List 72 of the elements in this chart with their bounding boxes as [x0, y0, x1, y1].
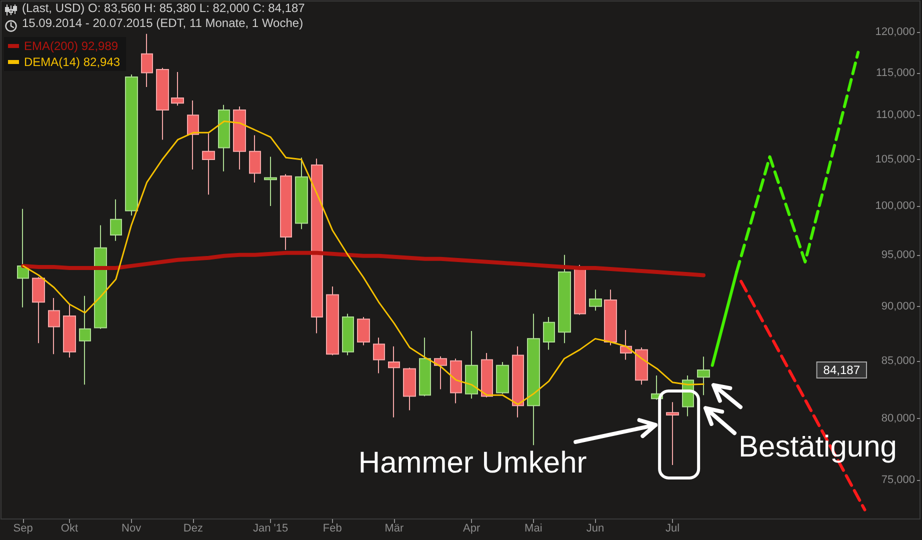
candlestick	[233, 106, 246, 170]
candlestick	[543, 316, 555, 350]
candlestick	[202, 133, 215, 196]
x-tick-label: Sep	[13, 522, 33, 534]
candlestick	[666, 402, 679, 466]
y-tick-label: 100,000	[875, 200, 915, 212]
y-tick-label: 115,000	[876, 66, 915, 79]
x-tick-label: Jan '15	[252, 522, 288, 534]
x-tick-label: Mai	[524, 522, 542, 534]
candlestick	[280, 174, 292, 250]
candlestick	[141, 33, 153, 88]
x-tick-label: Dez	[183, 522, 203, 534]
candlestick	[527, 313, 540, 446]
y-tick-label: 85,000	[881, 354, 915, 367]
y-tick-label: 120,000	[875, 26, 915, 38]
y-tick-label: 90,000	[881, 300, 915, 312]
candlestick	[496, 361, 509, 394]
candlestick	[125, 74, 138, 216]
x-tick-label: Okt	[60, 522, 78, 534]
candlestick	[48, 297, 60, 355]
candlestick	[264, 156, 277, 206]
candlestick	[465, 330, 478, 400]
candlestick	[94, 224, 107, 330]
candlestick	[512, 346, 524, 418]
candlestick	[388, 346, 400, 418]
legend-label: DEMA(14) 82,943	[24, 55, 120, 69]
candlestick	[63, 304, 76, 358]
y-tick-label: 110,000	[876, 109, 915, 122]
candlestick	[604, 289, 617, 346]
y-tick-label: 80,000	[881, 412, 915, 425]
candlestick	[419, 337, 431, 397]
candlestick	[110, 198, 122, 242]
annotation: Hammer Umkehr	[358, 446, 587, 480]
annotation: Bestätigung	[738, 430, 897, 464]
line-series	[22, 120, 704, 406]
candlestick	[326, 286, 339, 356]
chart-title: (Last, USD) O: 83,560 H: 85,380 L: 82,000 C: 84,187	[22, 1, 306, 15]
x-tick-label: Apr	[462, 522, 480, 534]
candlestick	[171, 71, 184, 106]
candlestick	[311, 158, 323, 334]
candlestick	[574, 264, 586, 316]
candlestick	[450, 358, 462, 404]
candlestick	[589, 289, 602, 312]
candlestick	[635, 346, 648, 386]
x-tick-label: Mär	[384, 522, 404, 534]
candlestick	[481, 352, 493, 398]
y-tick-label: 75,000	[881, 474, 915, 486]
candlestick	[79, 295, 91, 386]
candlestick	[17, 208, 29, 308]
candlestick	[218, 104, 230, 172]
candlestick	[373, 337, 385, 374]
legend-label: EMA(200) 92,989	[24, 39, 118, 53]
candlestick	[32, 276, 45, 344]
candlestick	[697, 356, 710, 396]
text: 15.09.2014 - 20.07.2015 (EDT, 11 Monate, 1 Woche)	[22, 16, 304, 30]
x-tick-label: Nov	[122, 522, 142, 534]
x-tick-label: Jul	[666, 522, 680, 534]
candlestick	[249, 134, 261, 183]
line-series	[21, 250, 706, 278]
y-tick-label: 105,000	[875, 153, 915, 166]
candlestick	[156, 67, 169, 140]
candlestick	[434, 356, 447, 390]
candlestick	[187, 100, 199, 170]
candlestick	[403, 367, 416, 411]
candlestick	[295, 157, 308, 230]
annotation: 84,187	[823, 362, 860, 377]
y-tick-label: 95,000	[881, 248, 915, 261]
candlestick	[357, 316, 370, 346]
candlestick	[342, 313, 354, 356]
x-tick-label: Feb	[322, 522, 342, 534]
candlestick	[558, 254, 571, 344]
x-tick-label: Jun	[586, 522, 604, 534]
